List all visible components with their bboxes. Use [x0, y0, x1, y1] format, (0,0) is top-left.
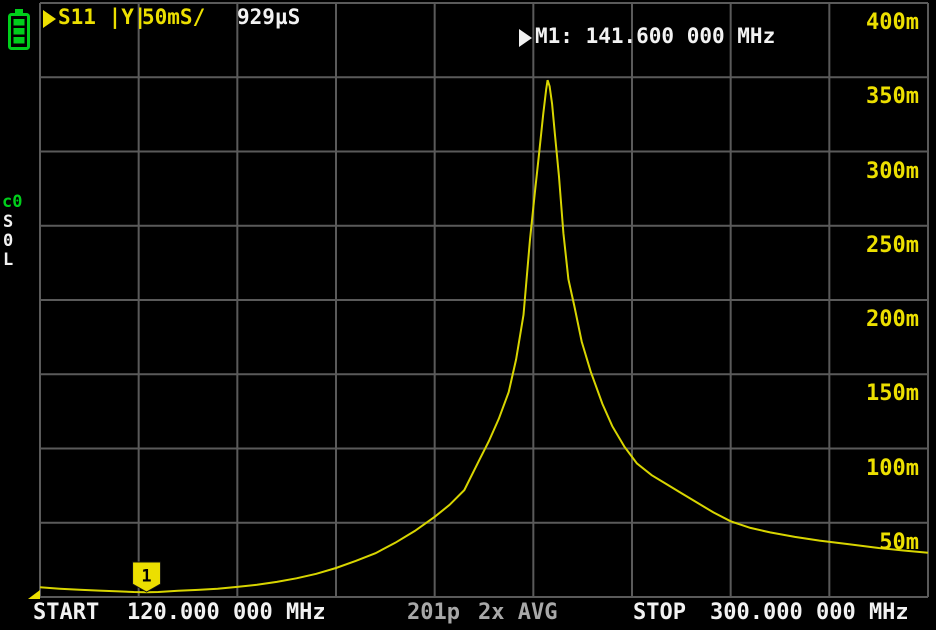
- marker-flag[interactable]: [132, 561, 162, 593]
- y-scale-label: 150m: [866, 381, 919, 407]
- trace-scale[interactable]: 50mS/: [142, 5, 206, 29]
- battery-icon: [8, 9, 30, 50]
- start-frequency[interactable]: 120.000 000 MHz: [127, 600, 326, 625]
- stop-frequency[interactable]: 300.000 000 MHz: [710, 600, 909, 625]
- reference-marker-icon: [28, 590, 40, 599]
- cal-flag-open: 0: [3, 231, 14, 251]
- y-scale-label: 50m: [879, 529, 919, 555]
- trace-label[interactable]: S11 |Y|: [58, 5, 147, 29]
- marker-select-icon: [519, 29, 532, 51]
- trace-marker-value: 929µS: [237, 5, 301, 29]
- cal-flag-short: S: [3, 212, 14, 232]
- marker-readout[interactable]: M1: 141.600 000 MHz: [535, 24, 776, 48]
- trace-s11-y: [39, 79, 929, 594]
- y-scale-label: 200m: [866, 307, 919, 332]
- trace-select-icon: [43, 10, 56, 32]
- y-scale-label: 250m: [866, 232, 919, 258]
- y-scale-label: 300m: [866, 158, 919, 184]
- y-scale-label: 400m: [866, 10, 919, 35]
- cal-slot-label: c0: [2, 192, 23, 212]
- averaging-status: 2x AVG: [478, 600, 558, 625]
- start-label: START: [33, 600, 100, 625]
- stop-label: STOP: [633, 600, 686, 625]
- marker-flag-label: 1: [141, 567, 151, 587]
- y-scale-label: 350m: [866, 84, 919, 110]
- y-scale-label: 100m: [866, 455, 919, 481]
- sweep-points: 201p: [407, 600, 460, 625]
- cal-flag-load: L: [3, 250, 14, 270]
